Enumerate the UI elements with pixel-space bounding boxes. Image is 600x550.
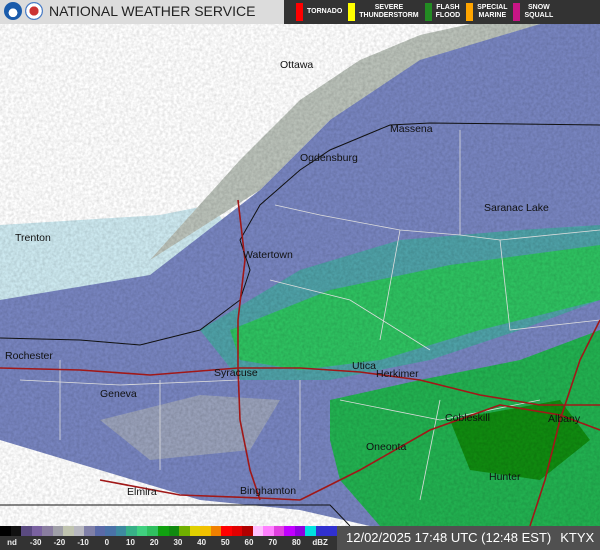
scale-color	[147, 526, 158, 536]
international-border	[0, 122, 600, 346]
scale-color	[157, 526, 169, 536]
scale-color	[200, 526, 211, 536]
city-label: Albany	[548, 413, 581, 425]
warning-swatch	[348, 3, 356, 21]
warning-swatch	[424, 3, 432, 21]
scale-tick: 70	[268, 538, 278, 547]
scale-color	[115, 526, 127, 536]
city-label: Herkimer	[376, 368, 419, 380]
city-label: Oneonta	[366, 441, 406, 453]
scale-color	[273, 526, 285, 536]
header: NATIONAL WEATHER SERVICE TORNADO SEVERE T…	[0, 0, 600, 24]
scale-color	[73, 526, 85, 536]
scale-tick: 0	[104, 538, 110, 547]
scale-tick: nd	[7, 538, 17, 547]
scale-color	[326, 526, 337, 536]
warning-label: TORNADO	[307, 8, 343, 15]
city-label: Cobleskill	[445, 412, 490, 424]
warning-label: FLASH FLOOD	[435, 4, 461, 19]
scale-tick: 20	[149, 538, 159, 547]
scale-tick: -10	[77, 538, 89, 547]
warning-label: SNOW SQUALL	[524, 4, 554, 19]
scale-tick: -20	[53, 538, 66, 547]
scale-color	[84, 526, 95, 536]
scale-color	[10, 526, 22, 536]
city-label: Elmira	[127, 486, 157, 498]
brand: NATIONAL WEATHER SERVICE	[4, 2, 255, 20]
scale-color	[315, 526, 327, 536]
scale-color	[105, 526, 116, 536]
city-label: Saranac Lake	[484, 202, 549, 214]
scale-color	[231, 526, 243, 536]
city-label: Ottawa	[280, 59, 313, 71]
reflectivity-legend: nd -30 -20 -10 0 10 20 30 40 50 60 70 80 dBZ	[0, 526, 337, 550]
warning-label: SEVERE THUNDERSTORM	[359, 4, 419, 19]
scale-color	[179, 526, 190, 536]
warning-type: SNOW SQUALL	[513, 3, 553, 21]
scale-color	[52, 526, 64, 536]
warning-type: FLASH FLOOD	[424, 3, 461, 21]
radar-map[interactable]: Ottawa Massena Ogdensburg Saranac Lake Trent…	[0, 24, 600, 526]
scale-color	[284, 526, 295, 536]
scale-color	[242, 526, 253, 536]
radar-station: KTYX	[560, 530, 595, 545]
noaa-logo	[4, 2, 22, 20]
scale-tick: 80	[291, 538, 301, 547]
city-label: Ogdensburg	[300, 152, 358, 164]
scale-color	[168, 526, 180, 536]
scale-color	[221, 526, 232, 536]
scale-tick: 50	[220, 538, 230, 547]
scale-color	[63, 526, 74, 536]
scale-tick: -30	[29, 538, 42, 547]
color-scale	[0, 526, 337, 536]
scale-color	[21, 526, 32, 536]
timestamp-bar: 12/02/2025 17:48 UTC (12:48 EST) KTYX	[337, 526, 600, 550]
scale-tick: 30	[173, 538, 183, 547]
warning-label: SPECIAL MARINE	[477, 4, 508, 19]
scale-color	[263, 526, 274, 536]
site-title: NATIONAL WEATHER SERVICE	[49, 3, 256, 19]
warning-type: TORNADO	[296, 3, 342, 21]
city-labels: Ottawa Massena Ogdensburg Saranac Lake Trent…	[5, 59, 581, 498]
warning-swatch	[296, 3, 303, 21]
scale-color	[31, 526, 43, 536]
warning-swatch	[513, 3, 521, 21]
city-label: Massena	[390, 123, 433, 135]
scale-tick: 40	[197, 538, 207, 547]
warning-type: SEVERE THUNDERSTORM	[348, 3, 419, 21]
city-label: Syracuse	[214, 367, 258, 379]
scale-tick: 10	[126, 538, 135, 547]
scale-color	[126, 526, 137, 536]
scale-color	[294, 526, 306, 536]
scale-color	[0, 526, 11, 536]
city-label: Watertown	[243, 249, 293, 261]
city-label: Utica	[352, 360, 376, 372]
scale-color	[210, 526, 222, 536]
scan-time: 12/02/2025 17:48 UTC (12:48 EST)	[346, 530, 552, 545]
warning-type: SPECIAL MARINE	[466, 3, 507, 21]
scale-color	[136, 526, 148, 536]
city-label: Hunter	[489, 471, 521, 483]
city-label: Trenton	[15, 232, 51, 244]
warning-legend: TORNADO SEVERE THUNDERSTORM FLASH FLOOD SPE…	[284, 0, 600, 24]
scale-tick: 60	[244, 538, 254, 547]
scale-color	[305, 526, 316, 536]
city-label: Geneva	[100, 388, 137, 400]
scale-color	[94, 526, 106, 536]
scale-color	[189, 526, 201, 536]
warning-swatch	[466, 3, 474, 21]
city-label: Rochester	[5, 350, 53, 362]
scale-color	[252, 526, 264, 536]
scale-color	[42, 526, 53, 536]
interstate-highways	[0, 199, 600, 526]
scale-ticks: nd -30 -20 -10 0 10 20 30 40 50 60 70 80 dBZ	[0, 537, 337, 550]
nws-logo	[25, 2, 43, 20]
scale-tick: dBZ	[312, 538, 328, 547]
city-label: Binghamton	[240, 485, 296, 497]
state-border	[0, 504, 351, 526]
